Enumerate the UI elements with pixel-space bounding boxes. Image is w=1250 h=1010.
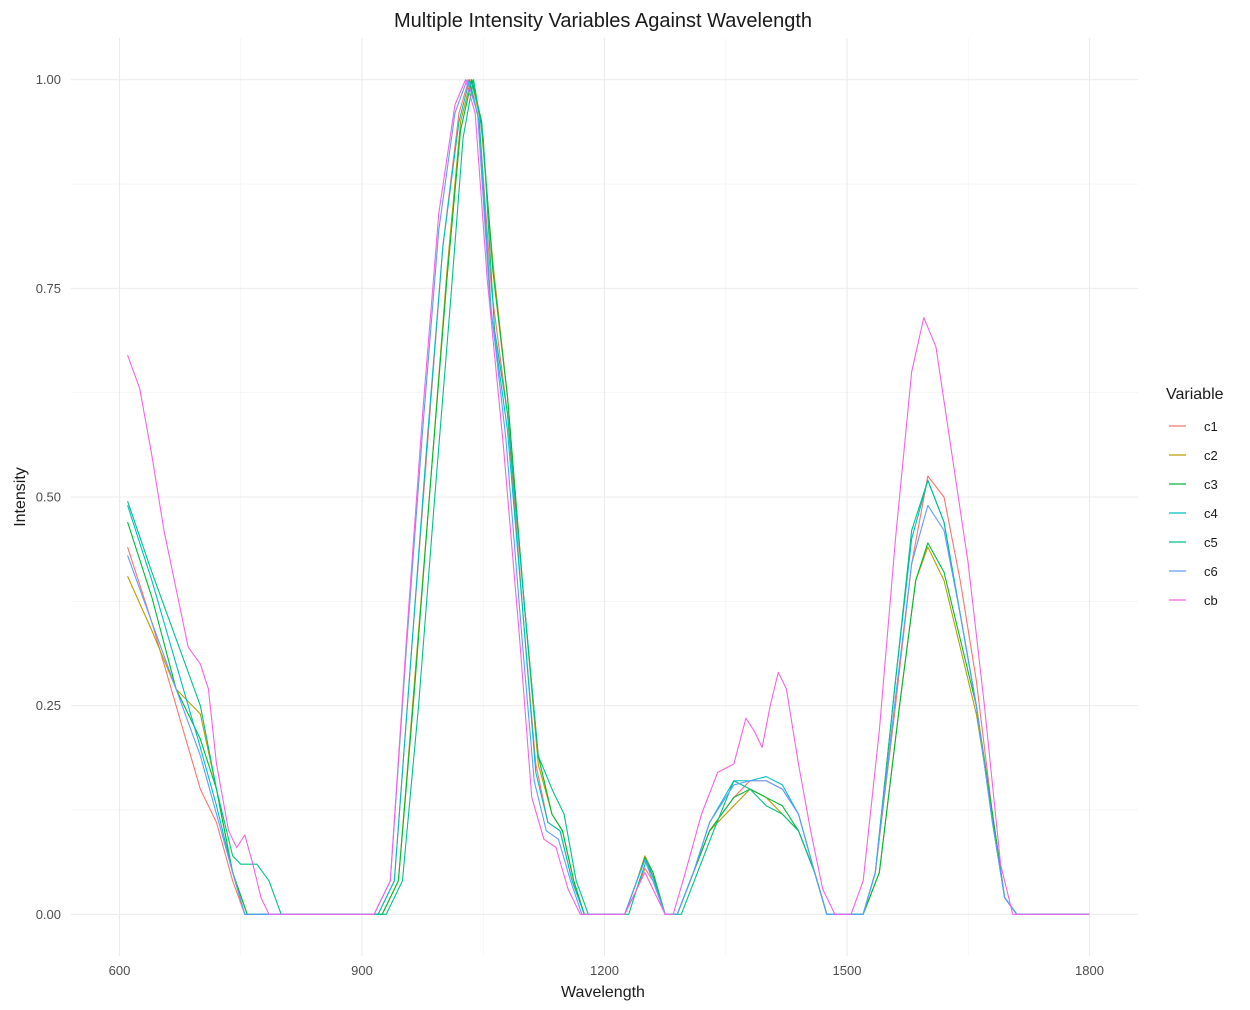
legend-label: c1 — [1204, 419, 1218, 434]
x-tick-label: 600 — [109, 963, 131, 978]
x-tick-label: 900 — [351, 963, 373, 978]
x-tick-label: 1200 — [590, 963, 619, 978]
legend-label: c6 — [1204, 564, 1218, 579]
legend-title: Variable — [1166, 386, 1224, 403]
x-axis-ticks: 600 900 1200 1500 1800 — [109, 963, 1104, 978]
legend-label: c2 — [1204, 448, 1218, 463]
y-tick-label: 0.00 — [36, 907, 61, 922]
legend-item-c4: c4 — [1169, 506, 1218, 521]
legend-label: c3 — [1204, 477, 1218, 492]
legend-item-c5: c5 — [1169, 535, 1218, 550]
legend-item-c3: c3 — [1169, 477, 1218, 492]
x-tick-label: 1500 — [833, 963, 862, 978]
legend-label: c4 — [1204, 506, 1218, 521]
legend-label: c5 — [1204, 535, 1218, 550]
legend-item-c2: c2 — [1169, 448, 1218, 463]
series-line-cb — [127, 79, 1090, 915]
legend-label: cb — [1204, 593, 1218, 608]
grid — [71, 38, 1138, 956]
y-tick-label: 1.00 — [36, 72, 61, 87]
legend-item-c1: c1 — [1169, 419, 1218, 434]
series-line-c5 — [127, 79, 1090, 915]
y-tick-label: 0.75 — [36, 281, 61, 296]
y-tick-label: 0.50 — [36, 490, 61, 505]
legend-item-c6: c6 — [1169, 564, 1218, 579]
y-axis-title: Intensity — [12, 467, 29, 527]
x-tick-label: 1800 — [1075, 963, 1104, 978]
legend-item-cb: cb — [1169, 593, 1218, 608]
x-axis-title: Wavelength — [561, 984, 645, 1001]
y-tick-label: 0.25 — [36, 698, 61, 713]
y-axis-ticks: 0.00 0.25 0.50 0.75 1.00 — [36, 72, 61, 922]
chart-title: Multiple Intensity Variables Against Wav… — [394, 10, 812, 32]
legend: Variable c1 c2 c3 c4 c5 c6 cb — [1166, 386, 1224, 608]
series-lines — [127, 79, 1090, 915]
